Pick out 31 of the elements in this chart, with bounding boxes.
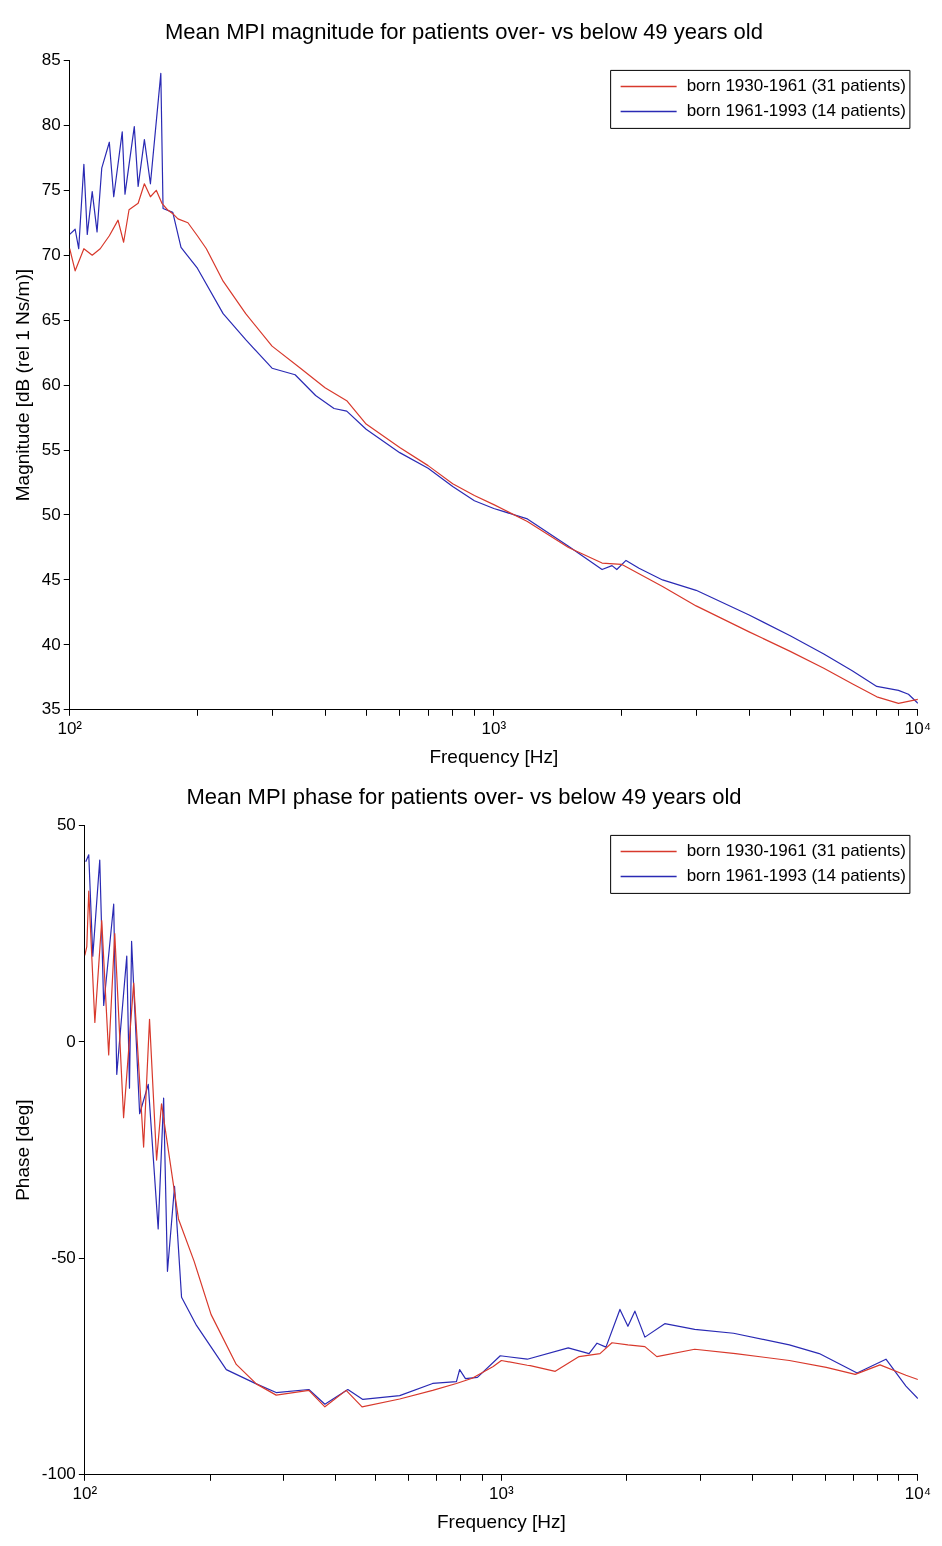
y-tick-label: 40 (41, 634, 61, 654)
chart-title: Mean MPI phase for patients over- vs below 49 years old (186, 784, 742, 810)
y-tick-label: -100 (41, 1464, 76, 1484)
legend-label: born 1961-1993 (14 patients) (686, 866, 906, 886)
x-tick-label: 10² (72, 1483, 98, 1503)
legend-label: born 1930-1961 (31 patients) (686, 76, 906, 96)
x-tick-label: 10³ (489, 1483, 514, 1503)
y-tick-label: 50 (56, 815, 76, 835)
y-tick-label: 60 (41, 374, 61, 394)
y-tick-label: 35 (41, 699, 61, 719)
y-tick-label: 70 (41, 244, 61, 264)
x-tick-label: 10⁴ (904, 718, 931, 738)
y-tick-label: 0 (66, 1031, 76, 1051)
x-axis-title: Frequency [Hz] (429, 745, 559, 767)
y-axis-title: Phase [deg] (11, 1099, 33, 1201)
y-axis-title: Magnitude [dB (rel 1 Ns/m)] (11, 268, 33, 502)
y-tick-label: 55 (41, 439, 61, 459)
y-tick-label: 85 (41, 50, 61, 70)
y-tick-label: 45 (41, 569, 61, 589)
x-tick-label: 10⁴ (904, 1483, 931, 1503)
x-tick-label: 10³ (481, 718, 507, 738)
chart-title: Mean MPI magnitude for patients over- vs below 49 years old (165, 19, 763, 45)
y-tick-label: 65 (41, 309, 61, 329)
y-tick-label: 80 (41, 115, 61, 135)
x-tick-label: 10² (57, 718, 83, 738)
legend-label: born 1930-1961 (31 patients) (686, 841, 906, 861)
legend-label: born 1961-1993 (14 patients) (686, 101, 906, 121)
y-tick-label: 50 (41, 504, 61, 524)
y-tick-label: -50 (51, 1248, 76, 1268)
y-tick-label: 75 (41, 179, 61, 199)
x-axis-title: Frequency [Hz] (436, 1510, 566, 1532)
